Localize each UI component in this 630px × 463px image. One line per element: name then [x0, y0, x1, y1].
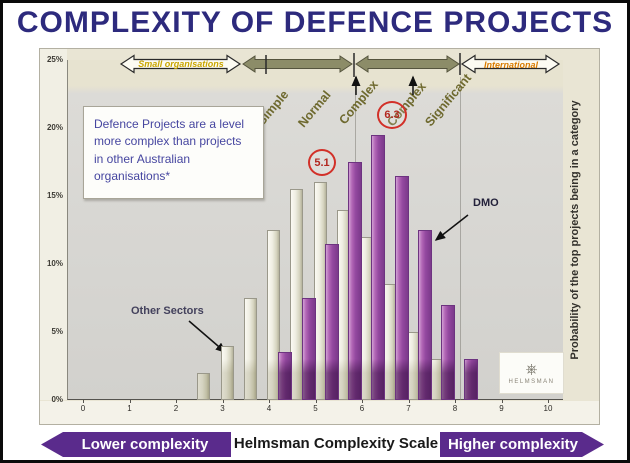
bar-dmo: [464, 359, 479, 400]
x-axis-tick-label: 1: [127, 404, 132, 413]
bar-base-shade: [361, 358, 373, 399]
small-organisations-label: Small organisations: [138, 59, 224, 69]
bar-other-sectors: [290, 189, 304, 400]
ship-wheel-icon: ⎈: [525, 360, 538, 378]
bar-base-shade: [442, 358, 455, 399]
bar-base-shade: [337, 358, 349, 399]
x-axis-gutter: [40, 401, 599, 424]
x-axis-tick-label: 4: [266, 404, 272, 413]
x-axis-tickmark: [222, 400, 224, 403]
x-axis-tickmark: [315, 400, 317, 403]
bar-base-shade: [314, 358, 326, 399]
x-axis-tickmark: [269, 400, 270, 403]
bar-other-sectors: [243, 298, 257, 400]
bar-dmo: [441, 304, 456, 400]
y-axis-tick-label: 10%: [46, 259, 63, 268]
bar-base-shade: [198, 373, 210, 399]
x-axis-tickmark: [83, 400, 84, 403]
x-axis-tick-label: 9: [499, 404, 504, 413]
bar-base-shade: [244, 359, 256, 399]
international-label: International: [483, 59, 538, 70]
bar-base-shade: [418, 359, 431, 399]
bar-base-shade: [302, 359, 315, 399]
right-axis-title: Probability of the top projects being in…: [569, 100, 581, 360]
dmo-series-label: DMO: [473, 197, 499, 209]
band-boundary-line: [460, 77, 461, 400]
lower-complexity-arrow: Lower complexity: [41, 432, 231, 457]
bar-dmo: [371, 134, 386, 400]
lower-complexity-label: Lower complexity: [81, 436, 209, 453]
x-axis-tick-label: 5: [313, 404, 318, 413]
bar-base-shade: [384, 358, 396, 399]
helmsman-logo-text: HELMSMAN: [508, 379, 555, 385]
y-axis-tick-label: 0%: [51, 395, 63, 404]
x-axis-tickmark: [362, 400, 363, 403]
bar-dmo: [278, 352, 293, 400]
bar-other-sectors: [267, 230, 281, 400]
x-axis-tickmark: [548, 400, 549, 403]
callout-box: Defence Projects are a level more comple…: [83, 106, 264, 199]
x-axis-tick-label: 8: [452, 404, 458, 413]
x-axis-tick-label: 2: [173, 404, 179, 413]
bar-dmo: [394, 175, 409, 400]
y-axis-tick-label: 5%: [51, 327, 63, 336]
callout-text: Defence Projects are a level more comple…: [94, 117, 245, 184]
x-axis-tick-label: 3: [220, 404, 225, 413]
x-axis-tickmark: [176, 400, 177, 403]
higher-complexity-label: Higher complexity: [447, 436, 579, 453]
y-axis-tick-label: 20%: [46, 123, 63, 132]
bar-base-shade: [465, 360, 478, 399]
y-axis-tick-label: 25%: [46, 55, 63, 64]
bar-dmo: [417, 230, 432, 400]
dmo-mean-badge: 6.3: [377, 101, 407, 129]
helmsman-logo: ⎈ HELMSMAN: [499, 352, 564, 394]
bar-base-shade: [279, 358, 292, 399]
bar-other-sectors: [197, 372, 211, 400]
x-axis-tick-label: 0: [80, 404, 86, 413]
x-axis-tick-label: 7: [406, 404, 411, 413]
x-axis-tickmark: [501, 400, 503, 403]
bar-base-shade: [349, 359, 362, 399]
bar-base-shade: [221, 358, 233, 399]
bar-base-shade: [325, 358, 338, 399]
x-axis-tick-label: 6: [359, 404, 365, 413]
scale-title: Helmsman Complexity Scale: [233, 435, 439, 452]
bar-dmo: [301, 298, 316, 400]
x-axis-tickmark: [455, 400, 456, 403]
bar-dmo: [348, 162, 363, 400]
bar-other-sectors: [220, 345, 234, 400]
y-axis-tick-label: 15%: [46, 191, 63, 200]
x-axis-tick-label: 10: [543, 404, 553, 413]
bar-base-shade: [407, 359, 419, 399]
higher-complexity-arrow: Higher complexity: [440, 432, 604, 457]
bar-base-shade: [372, 358, 385, 399]
other-sectors-series-label: Other Sectors: [131, 305, 204, 317]
bar-base-shade: [430, 360, 442, 399]
bar-base-shade: [291, 358, 303, 399]
bar-base-shade: [395, 358, 408, 399]
y-axis-gutter: [40, 49, 67, 400]
other-sectors-mean-badge: 5.1: [308, 149, 336, 176]
x-axis-tickmark: [408, 400, 410, 403]
x-axis-tickmark: [129, 400, 131, 403]
page-title: COMPLEXITY OF DEFENCE PROJECTS: [16, 6, 614, 39]
bar-dmo: [324, 243, 339, 400]
bar-base-shade: [268, 359, 280, 399]
